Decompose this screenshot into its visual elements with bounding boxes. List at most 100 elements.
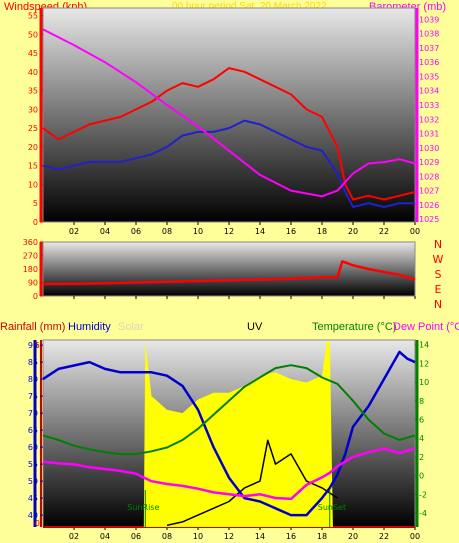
x-tick-label: 06	[131, 532, 141, 541]
windspeed-tick-label: 20	[28, 143, 38, 152]
solar-label: Solar	[118, 321, 144, 333]
x-tick-label: 22	[379, 227, 389, 236]
dewpoint-axis-title: Dew Point (°C	[393, 321, 459, 333]
temperature-tick-label: -4	[419, 509, 427, 518]
x-tick-label: 18	[317, 227, 327, 236]
barometer-tick-label: 1039	[419, 15, 439, 24]
humidity-tick-label: 80	[28, 375, 38, 384]
windspeed-tick-label: 30	[28, 105, 38, 114]
x-tick-label: 20	[348, 227, 358, 236]
humidity-tick-label: 70	[28, 409, 38, 418]
x-tick-label: 12	[224, 532, 234, 541]
temperature-tick-label: 2	[419, 453, 424, 462]
x-tick-label: 14	[255, 227, 265, 236]
temperature-tick-label: 0	[419, 472, 424, 481]
windspeed-tick-label: 25	[28, 124, 38, 133]
temperature-tick-label: 6	[419, 415, 424, 424]
humidity-tick-label: 45	[28, 494, 38, 503]
windspeed-tick-label: 0	[33, 218, 38, 227]
humidity-tick-label: 50	[28, 477, 38, 486]
barometer-tick-label: 1029	[419, 158, 439, 167]
x-tick-label: 10	[193, 227, 203, 236]
windspeed-tick-label: 5	[33, 199, 38, 208]
x-tick-label: 22	[379, 532, 389, 541]
sunrise-annotation: SunRise	[127, 503, 159, 512]
temperature-tick-label: 10	[419, 378, 429, 387]
windspeed-tick-label: 35	[28, 87, 38, 96]
barometer-tick-label: 1036	[419, 58, 439, 67]
x-tick-label: 10	[193, 532, 203, 541]
barometer-tick-label: 1032	[419, 115, 439, 124]
temperature-tick-label: 12	[419, 359, 429, 368]
barometer-tick-label: 1028	[419, 172, 439, 181]
compass-label: N	[434, 238, 442, 251]
humidity-tick-label: 90	[28, 341, 38, 350]
solar-area	[143, 341, 333, 527]
series-line-wind-direction	[42, 260, 416, 286]
barometer-tick-label: 1031	[419, 130, 439, 139]
humidity-tick-label: 55	[28, 460, 38, 469]
barometer-tick-label: 1034	[419, 87, 439, 96]
barometer-tick-label: 1033	[419, 101, 439, 110]
rainfall-axis-title: Rainfall (mm)	[0, 321, 66, 333]
x-tick-label: 14	[255, 532, 265, 541]
barometer-tick-label: 1027	[419, 187, 439, 196]
temperature-tick-label: -2	[419, 490, 427, 499]
barometer-tick-label: 1025	[419, 215, 439, 224]
direction-tick-label: 90	[28, 279, 38, 288]
x-tick-label: 02	[69, 532, 79, 541]
direction-tick-label: 180	[23, 265, 38, 274]
series-line-uv	[166, 439, 338, 527]
x-tick-label: 12	[224, 227, 234, 236]
barometer-tick-label: 1030	[419, 144, 439, 153]
direction-tick-label: 270	[23, 252, 38, 261]
series-line-temperature-c-	[42, 364, 416, 456]
direction-tick-label: 360	[23, 238, 38, 247]
rainfall-tick-label: 0	[35, 519, 40, 528]
x-tick-label: 16	[286, 227, 296, 236]
rainfall-tick-label: 5	[35, 341, 40, 350]
x-tick-label: 08	[162, 227, 172, 236]
compass-label: E	[435, 283, 442, 296]
series-line-dew-point-c	[42, 447, 416, 501]
series-line-avg-wind	[42, 119, 415, 208]
windspeed-tick-label: 45	[28, 49, 38, 58]
humidity-tick-label: 65	[28, 426, 38, 435]
humidity-tick-label: 75	[28, 392, 38, 401]
x-tick-label: 20	[348, 532, 358, 541]
direction-tick-label: 0	[33, 292, 38, 301]
series-line-humidity	[42, 350, 416, 517]
barometer-tick-label: 1038	[419, 30, 439, 39]
x-tick-label: 18	[317, 532, 327, 541]
compass-label: N	[434, 298, 442, 311]
x-tick-label: 08	[162, 532, 172, 541]
plot-area-wind	[42, 7, 416, 223]
windspeed-tick-label: 55	[28, 12, 38, 21]
x-tick-label: 00	[410, 532, 420, 541]
series-line-windspeed-kph-	[42, 67, 416, 201]
temperature-tick-label: 4	[419, 434, 424, 443]
windspeed-tick-label: 50	[28, 30, 38, 39]
barometer-tick-label: 1037	[419, 44, 439, 53]
temperature-axis-title: Temperature (°C)	[312, 321, 397, 333]
series-line-barometer-mb-	[42, 28, 416, 198]
temperature-tick-label: 14	[419, 341, 429, 350]
x-tick-label: 04	[100, 532, 110, 541]
compass-label: W	[433, 253, 444, 266]
windspeed-tick-label: 40	[28, 68, 38, 77]
humidity-tick-label: 60	[28, 443, 38, 452]
temperature-tick-label: 8	[419, 397, 424, 406]
humidity-tick-label: 40	[28, 511, 38, 520]
x-tick-label: 02	[69, 227, 79, 236]
windspeed-tick-label: 15	[28, 162, 38, 171]
sunset-annotation: SunSet	[318, 503, 346, 512]
x-tick-label: 04	[100, 227, 110, 236]
humidity-label: Humidity	[68, 321, 111, 333]
uv-label: UV	[247, 321, 263, 333]
x-tick-label: 16	[286, 532, 296, 541]
barometer-tick-label: 1026	[419, 201, 439, 210]
plot-area-dir	[42, 241, 416, 297]
x-tick-label: 00	[410, 227, 420, 236]
